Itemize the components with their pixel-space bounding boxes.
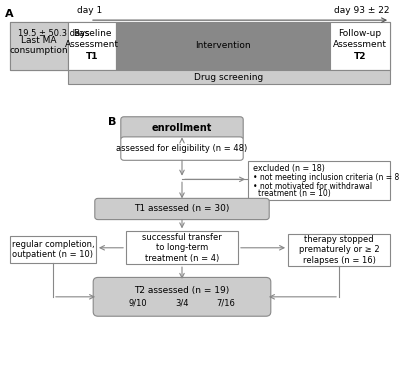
Text: regular completion,
outpatient (n = 10): regular completion, outpatient (n = 10) [12, 240, 94, 259]
FancyBboxPatch shape [68, 22, 116, 70]
FancyBboxPatch shape [126, 231, 238, 264]
FancyBboxPatch shape [330, 22, 390, 70]
Text: 19.5 ± 50.3 days: 19.5 ± 50.3 days [18, 29, 90, 38]
Text: therapy stopped
prematurely or ≥ 2
relapses (n = 16): therapy stopped prematurely or ≥ 2 relap… [299, 235, 379, 265]
Text: • not meeting inclusion criteria (n = 8): • not meeting inclusion criteria (n = 8) [253, 173, 400, 183]
Text: assessed for eligibility (n = 48): assessed for eligibility (n = 48) [116, 144, 248, 153]
Text: enrollment: enrollment [152, 123, 212, 134]
Text: day 93 ± 22: day 93 ± 22 [334, 5, 390, 15]
FancyBboxPatch shape [95, 198, 269, 220]
Text: excluded (n = 18): excluded (n = 18) [253, 164, 325, 173]
Text: Baseline
Assessment: Baseline Assessment [65, 29, 119, 49]
Text: successful transfer
to long-term
treatment (n = 4): successful transfer to long-term treatme… [142, 233, 222, 263]
FancyBboxPatch shape [248, 161, 390, 200]
Text: Drug screening: Drug screening [194, 73, 264, 82]
Text: day 1: day 1 [77, 5, 103, 15]
Text: T2: T2 [354, 52, 366, 61]
Text: B: B [108, 117, 116, 127]
Text: • not motivated for withdrawal: • not motivated for withdrawal [253, 182, 372, 191]
Text: T1: T1 [86, 52, 98, 61]
FancyBboxPatch shape [121, 117, 243, 140]
Text: T1 assessed (n = 30): T1 assessed (n = 30) [134, 205, 230, 213]
FancyBboxPatch shape [10, 236, 96, 263]
FancyBboxPatch shape [121, 137, 243, 160]
Text: 7/16: 7/16 [216, 299, 236, 308]
FancyBboxPatch shape [116, 22, 330, 70]
FancyBboxPatch shape [10, 22, 68, 70]
Text: Follow-up
Assessment: Follow-up Assessment [333, 29, 387, 49]
Text: 9/10: 9/10 [129, 299, 147, 308]
Text: Last MA
consumption: Last MA consumption [10, 36, 68, 56]
FancyBboxPatch shape [10, 22, 390, 70]
Text: treatment (n = 10): treatment (n = 10) [258, 189, 330, 198]
FancyBboxPatch shape [68, 70, 390, 84]
Text: A: A [5, 9, 14, 19]
Text: 3/4: 3/4 [175, 299, 189, 308]
Text: Intervention: Intervention [195, 41, 251, 50]
Text: T2 assessed (n = 19): T2 assessed (n = 19) [134, 286, 230, 295]
FancyBboxPatch shape [93, 277, 271, 316]
FancyBboxPatch shape [288, 234, 390, 266]
